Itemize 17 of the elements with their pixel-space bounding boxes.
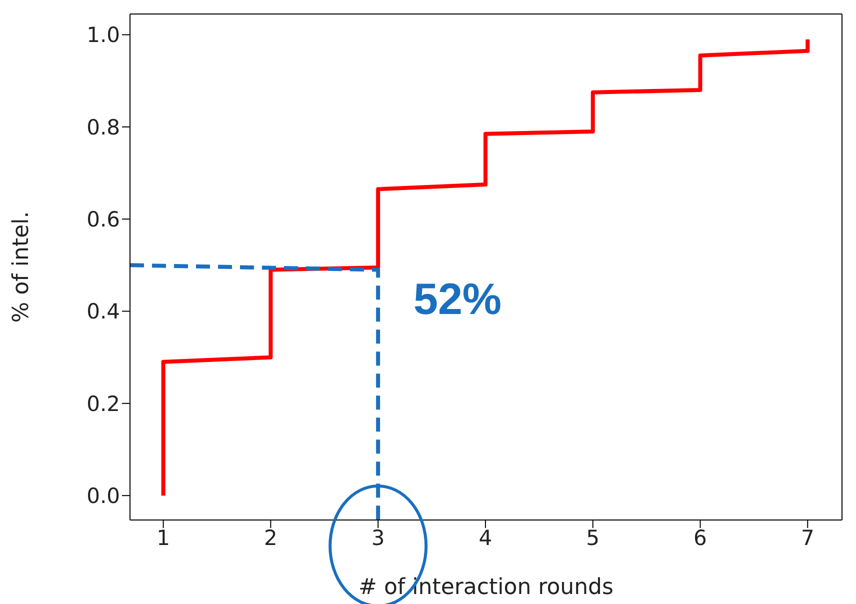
x-tick-label: 2 — [264, 526, 278, 550]
y-tick-label: 0.8 — [86, 115, 120, 140]
x-tick-label: 6 — [694, 526, 707, 550]
x-tick-label: 4 — [478, 526, 492, 550]
y-tick-label: 1.0 — [86, 23, 120, 48]
annotation: 52% — [413, 275, 502, 324]
line-series — [161, 37, 810, 498]
y-tick-label: 0.6 — [86, 208, 120, 232]
y-tick-label: 0.0 — [86, 484, 120, 508]
x-axis-title: # of interaction rounds — [358, 575, 614, 600]
y-tick-label: 0.2 — [86, 392, 120, 416]
y-tick-label: 0.4 — [86, 300, 120, 324]
x-tick-label: 3 — [371, 526, 385, 550]
x-tick-label: 7 — [800, 526, 814, 550]
y-axis-title: % of intel. — [8, 211, 34, 323]
x-tick-label: 5 — [586, 526, 600, 550]
x-tick-label: 1 — [156, 526, 170, 550]
